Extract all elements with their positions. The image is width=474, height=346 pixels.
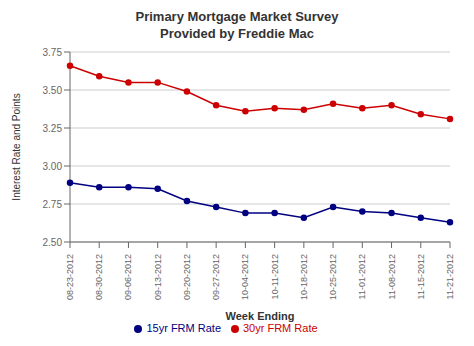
svg-text:09-20-2012: 09-20-2012 [182, 254, 192, 300]
svg-text:08-23-2012: 08-23-2012 [65, 254, 75, 300]
svg-text:11-01-2012: 11-01-2012 [357, 254, 367, 299]
html-text:30yr FRM Rate: 30yr FRM Rate [243, 322, 318, 334]
svg-text:3.50: 3.50 [43, 85, 63, 96]
html-text:Primary Mortgage Market Survey: Primary Mortgage Market Survey [135, 9, 339, 24]
svg-text:10-04-2012: 10-04-2012 [240, 254, 250, 300]
svg-text:11-15-2012: 11-15-2012 [416, 254, 426, 299]
svg-text:08-30-2012: 08-30-2012 [94, 254, 104, 300]
svg-text:10-18-2012: 10-18-2012 [299, 254, 309, 300]
svg-text:11-21-2012: 11-21-2012 [445, 254, 455, 299]
svg-text:09-27-2012: 09-27-2012 [211, 254, 221, 300]
svg-text:10-11-2012: 10-11-2012 [270, 254, 280, 299]
html-text:Provided by Freddie Mac: Provided by Freddie Mac [160, 26, 314, 41]
svg-text:2.50: 2.50 [43, 237, 63, 248]
html-text:15yr FRM Rate: 15yr FRM Rate [146, 322, 221, 334]
svg-text:10-25-2012: 10-25-2012 [328, 254, 338, 300]
svg-text:Week Ending: Week Ending [226, 310, 295, 322]
svg-text:09-06-2012: 09-06-2012 [123, 254, 133, 300]
svg-text:09-13-2012: 09-13-2012 [153, 254, 163, 300]
svg-text:11-08-2012: 11-08-2012 [387, 254, 397, 299]
svg-text:3.00: 3.00 [43, 161, 63, 172]
svg-text:Interest Rate and Points: Interest Rate and Points [11, 93, 22, 200]
svg-text:2.75: 2.75 [43, 199, 63, 210]
svg-text:3.75: 3.75 [43, 47, 63, 58]
svg-text:3.25: 3.25 [43, 123, 63, 134]
